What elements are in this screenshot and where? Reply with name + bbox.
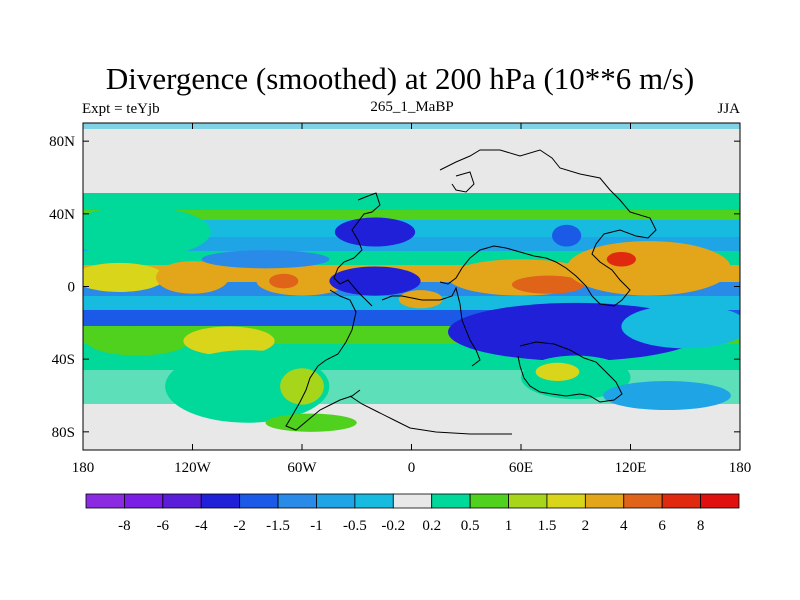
colorbar-swatch bbox=[469, 493, 509, 509]
colorbar-swatch bbox=[661, 493, 701, 509]
field-blob bbox=[603, 380, 731, 411]
colorbar-label: -2 bbox=[233, 518, 246, 534]
coastlines bbox=[285, 149, 657, 435]
subtitle-label: 265_1_MaBP bbox=[370, 99, 454, 115]
colorbar-swatch bbox=[124, 493, 164, 509]
field-blob bbox=[511, 275, 585, 294]
coastline-greenland bbox=[451, 171, 475, 193]
x-tick-label: 120W bbox=[174, 460, 212, 476]
field-blob bbox=[183, 326, 275, 356]
colorbar-label: -4 bbox=[195, 518, 208, 534]
colorbar-swatch bbox=[431, 493, 471, 509]
field-blob bbox=[256, 266, 348, 296]
x-tick-label: 60E bbox=[509, 460, 533, 476]
colorbar-label: 4 bbox=[620, 518, 628, 534]
field-blob bbox=[280, 368, 324, 405]
colorbar-label: -8 bbox=[118, 518, 131, 534]
season-label: JJA bbox=[717, 101, 740, 117]
y-tick-label: 40S bbox=[52, 352, 75, 368]
coastline-africa bbox=[381, 286, 481, 367]
field-blob bbox=[156, 261, 229, 294]
field-blob bbox=[535, 362, 580, 381]
colorbar-swatch bbox=[200, 493, 241, 509]
band-north-green bbox=[83, 193, 740, 211]
field-blob bbox=[329, 266, 421, 296]
y-tick-label: 80S bbox=[52, 425, 75, 441]
colorbar-label: 2 bbox=[582, 518, 590, 534]
colorbar-swatch bbox=[392, 493, 433, 509]
colorbar-label: 8 bbox=[697, 518, 705, 534]
field-blob bbox=[265, 413, 357, 432]
colorbar: -8 -6 -4 -2 -1.5 -1 -0.5 -0.2 0.2 0.5 1 1.5 2 4 6 8 bbox=[85, 493, 740, 534]
field-blob bbox=[86, 326, 189, 356]
field-blobs bbox=[83, 206, 740, 432]
field-blob bbox=[83, 262, 166, 292]
colorbar-label: -0.2 bbox=[381, 518, 405, 534]
colorbar-label: 1 bbox=[505, 518, 513, 534]
colorbar-swatch bbox=[162, 493, 202, 509]
field-blob bbox=[165, 350, 330, 423]
colorbar-label: -1.5 bbox=[266, 518, 290, 534]
field-blob bbox=[269, 273, 299, 289]
x-tick-label: 180 bbox=[72, 460, 95, 476]
colorbar-swatch bbox=[700, 493, 740, 509]
coastline-south-america bbox=[285, 289, 361, 431]
field-blob bbox=[552, 224, 582, 247]
coastline-north-america bbox=[333, 192, 381, 307]
coastline-antarctica bbox=[349, 395, 512, 435]
field-blob bbox=[566, 241, 731, 296]
x-tick-label: 180 bbox=[729, 460, 752, 476]
colorbar-label: 1.5 bbox=[538, 518, 557, 534]
band-north-lightgreen bbox=[83, 210, 740, 220]
colorbar-label: 0.2 bbox=[422, 518, 441, 534]
colorbar-label: 6 bbox=[658, 518, 666, 534]
axes: 180 120W 60W 0 60E 120E 180 80N 40N 0 40S 80S bbox=[49, 123, 751, 476]
colorbar-label: 0.5 bbox=[461, 518, 480, 534]
colorbar-swatch bbox=[85, 493, 125, 509]
colorbar-label: -1 bbox=[310, 518, 323, 534]
experiment-label: Expt = teYjb bbox=[82, 101, 160, 117]
field-blob bbox=[201, 250, 330, 269]
y-tick-label: 80N bbox=[49, 134, 75, 150]
colorbar-label: -6 bbox=[157, 518, 170, 534]
y-tick-label: 0 bbox=[68, 280, 76, 296]
field-blob bbox=[83, 206, 211, 258]
colorbar-swatch bbox=[546, 493, 586, 509]
coastline-eurasia bbox=[439, 149, 657, 307]
chart-title: Divergence (smoothed) at 200 hPa (10**6 … bbox=[105, 61, 695, 96]
x-tick-label: 0 bbox=[408, 460, 416, 476]
field-blob bbox=[334, 217, 416, 247]
colorbar-swatch bbox=[584, 493, 625, 509]
colorbar-swatch bbox=[623, 493, 663, 509]
y-tick-label: 40N bbox=[49, 207, 75, 223]
colorbar-swatch bbox=[508, 493, 548, 509]
coastline-australia bbox=[517, 341, 623, 403]
colorbar-swatch bbox=[239, 493, 279, 509]
field-blob bbox=[621, 304, 740, 349]
colorbar-label: -0.5 bbox=[343, 518, 367, 534]
colorbar-swatch bbox=[277, 493, 317, 509]
x-tick-label: 120E bbox=[615, 460, 647, 476]
field-blob bbox=[606, 251, 636, 267]
colorbar-swatch bbox=[316, 493, 356, 509]
colorbar-swatch bbox=[354, 493, 394, 509]
x-tick-label: 60W bbox=[287, 460, 317, 476]
